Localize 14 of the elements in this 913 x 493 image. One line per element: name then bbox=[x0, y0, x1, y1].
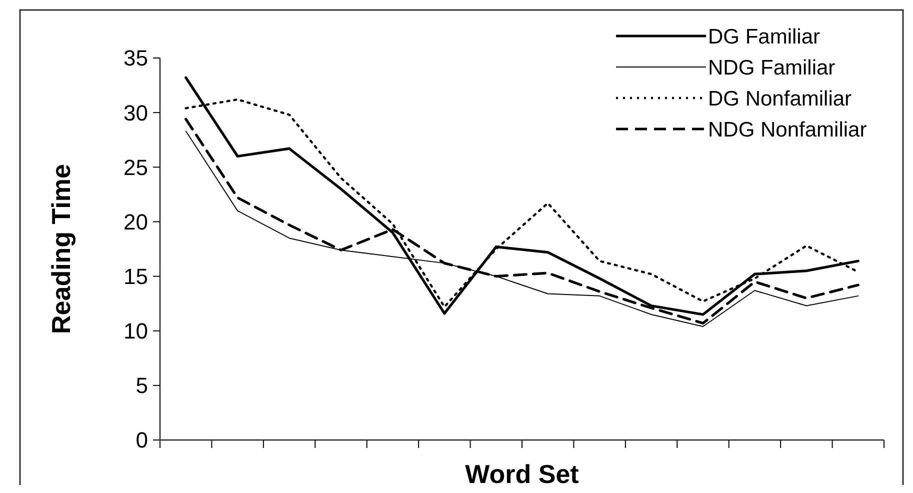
y-tick-label: 15 bbox=[124, 264, 148, 289]
x-axis-title: Word Set bbox=[465, 459, 580, 489]
y-tick-label: 5 bbox=[136, 373, 148, 398]
legend-label: NDG Familiar bbox=[708, 56, 836, 80]
legend-label: DG Nonfamiliar bbox=[708, 87, 852, 110]
legend-label: DG Familiar bbox=[708, 25, 820, 48]
y-axis-title: Reading Time bbox=[46, 164, 76, 334]
y-tick-label: 0 bbox=[136, 428, 148, 453]
legend-label: NDG Nonfamiliar bbox=[708, 118, 867, 142]
y-tick-label: 30 bbox=[124, 100, 148, 126]
y-tick-label: 20 bbox=[124, 209, 148, 234]
y-tick-label: 10 bbox=[124, 318, 148, 344]
y-tick-label: 25 bbox=[124, 154, 148, 180]
y-tick-label: 35 bbox=[124, 46, 148, 71]
